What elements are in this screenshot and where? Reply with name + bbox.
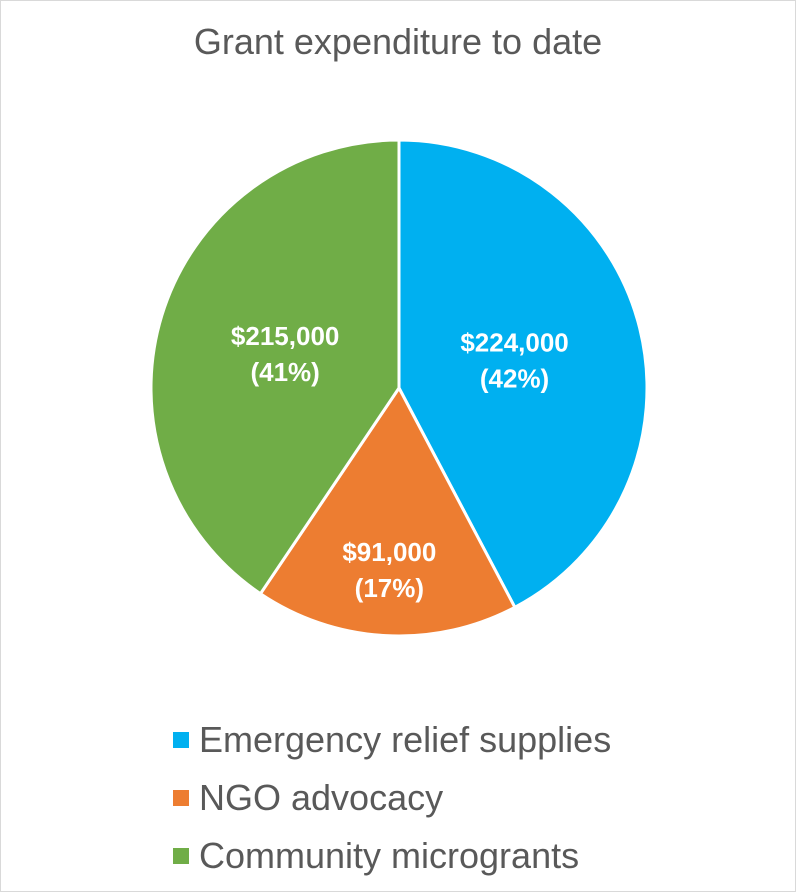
legend-swatch: [173, 732, 189, 748]
legend-item: Emergency relief supplies: [173, 711, 611, 769]
data-label-percent: (42%): [480, 363, 549, 393]
legend-item: Community microgrants: [173, 827, 611, 885]
data-label-percent: (17%): [355, 573, 424, 603]
legend-swatch: [173, 790, 189, 806]
data-label-value: $215,000: [231, 321, 339, 351]
legend-swatch: [173, 848, 189, 864]
data-label-percent: (41%): [250, 357, 319, 387]
data-label-value: $224,000: [460, 327, 568, 357]
data-label-value: $91,000: [342, 537, 436, 567]
pie-slice-2: [149, 138, 401, 596]
legend-label: NGO advocacy: [199, 777, 444, 818]
legend-item: NGO advocacy: [173, 769, 611, 827]
pie-slice-0: [397, 138, 649, 610]
legend: Emergency relief supplies NGO advocacy Com…: [173, 711, 611, 885]
legend-label: Community microgrants: [199, 835, 580, 876]
pie-slice-1: [258, 385, 517, 638]
chart-title: Grant expenditure to date: [193, 21, 603, 62]
legend-label: Emergency relief supplies: [199, 719, 612, 760]
